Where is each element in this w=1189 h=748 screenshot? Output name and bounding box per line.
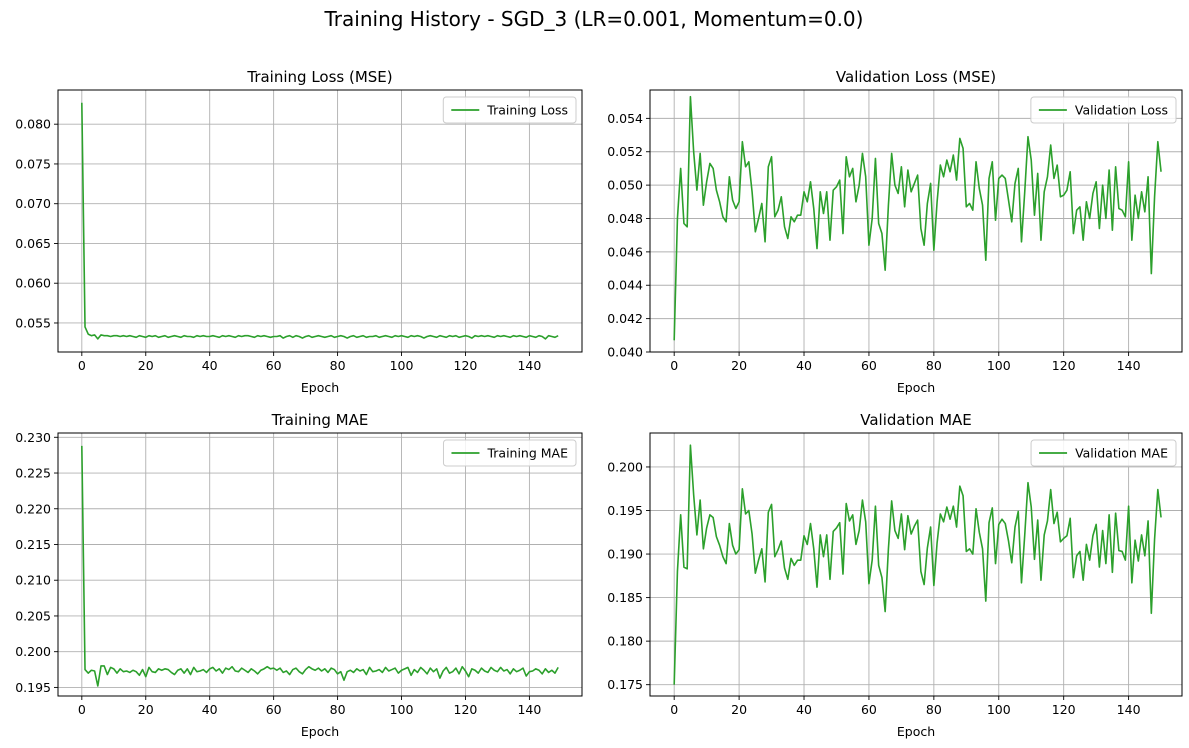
- training-loss-panel: 0 20 40 60 80 100 120 140 0.055 0.060 0.065 0.070 0.…: [15, 68, 583, 395]
- training-mae-legend-box: [442, 439, 577, 467]
- training-loss-xtick-label: 120: [454, 358, 478, 373]
- training-mae-legend: Training MAE: [442, 439, 577, 467]
- training-mae-series-line: [81, 445, 559, 687]
- validation-mae-xtick-label: 0: [670, 702, 678, 717]
- training-loss-series-line: [81, 102, 559, 340]
- validation-mae-ytick-label: 0.190: [607, 547, 643, 562]
- training-loss-ytick-label: 0.060: [15, 276, 51, 291]
- training-loss-legend-label: Training Loss: [486, 103, 568, 118]
- training-mae-ytick-label: 0.200: [15, 644, 51, 659]
- validation-mae-xtick-label: 40: [796, 702, 812, 717]
- validation-loss-ytick-label: 0.042: [607, 311, 643, 326]
- training-mae-panel: 0 20 40 60 80 100 120 140 0.195 0.200 0.205 0.210 0.…: [15, 411, 583, 739]
- training-mae-xtick-label: 140: [517, 702, 541, 717]
- validation-loss-xtick-label: 100: [987, 358, 1011, 373]
- training-mae-ytick-label: 0.195: [15, 680, 51, 695]
- validation-loss-xtick-label: 0: [670, 358, 678, 373]
- validation-mae-ytick-label: 0.200: [607, 459, 643, 474]
- validation-loss-ytick-label: 0.040: [607, 345, 643, 360]
- validation-loss-axes-frame: [649, 89, 1183, 353]
- training-mae-xtick-label: 20: [138, 702, 154, 717]
- validation-mae-title: Validation MAE: [860, 411, 972, 429]
- validation-loss-xlabel: Epoch: [897, 380, 935, 395]
- validation-loss-ytick-label: 0.048: [607, 211, 643, 226]
- training-mae-axes-frame: [57, 432, 583, 697]
- training-mae-xtick-label: 100: [390, 702, 414, 717]
- validation-mae-xtick-label: 80: [926, 702, 942, 717]
- training-loss-legend: Training Loss: [442, 96, 577, 124]
- training-loss-xtick-label: 0: [78, 358, 86, 373]
- validation-loss-title: Validation Loss (MSE): [836, 68, 996, 86]
- validation-loss-xtick-label: 60: [861, 358, 877, 373]
- training-mae-xtick-label: 80: [330, 702, 346, 717]
- training-loss-ytick-label: 0.065: [15, 236, 51, 251]
- training-loss-xlabel: Epoch: [301, 380, 339, 395]
- validation-mae-xtick-label: 120: [1052, 702, 1076, 717]
- training-mae-xtick-label: 40: [202, 702, 218, 717]
- validation-mae-legend-box: [1030, 439, 1177, 467]
- training-loss-title: Training Loss (MSE): [246, 68, 392, 86]
- validation-mae-xlabel: Epoch: [897, 724, 935, 739]
- training-mae-ytick-label: 0.215: [15, 537, 51, 552]
- validation-loss-xtick-label: 120: [1052, 358, 1076, 373]
- validation-mae-legend: Validation MAE: [1030, 439, 1177, 467]
- training-mae-title: Training MAE: [271, 411, 369, 429]
- training-mae-ytick-label: 0.220: [15, 501, 51, 516]
- training-loss-ytick-label: 0.055: [15, 315, 51, 330]
- training-mae-legend-label: Training MAE: [486, 446, 568, 461]
- training-loss-ytick-label: 0.075: [15, 156, 51, 171]
- validation-loss-series-line: [673, 95, 1162, 341]
- validation-loss-ytick-label: 0.050: [607, 178, 643, 193]
- validation-loss-xtick-label: 80: [926, 358, 942, 373]
- validation-mae-legend-label: Validation MAE: [1075, 446, 1168, 461]
- validation-loss-ytick-label: 0.054: [607, 111, 643, 126]
- training-loss-xtick-label: 140: [517, 358, 541, 373]
- training-loss-xtick-label: 60: [266, 358, 282, 373]
- validation-mae-ytick-label: 0.175: [607, 677, 643, 692]
- training-mae-xtick-label: 60: [266, 702, 282, 717]
- training-mae-ytick-label: 0.225: [15, 466, 51, 481]
- training-loss-ytick-label: 0.080: [15, 117, 51, 132]
- validation-loss-legend-label: Validation Loss: [1075, 103, 1168, 118]
- validation-loss-ytick-label: 0.044: [607, 278, 643, 293]
- validation-loss-xtick-label: 20: [731, 358, 747, 373]
- validation-mae-series-line: [673, 444, 1162, 685]
- validation-loss-legend-box: [1030, 96, 1177, 124]
- training-mae-ytick-label: 0.205: [15, 608, 51, 623]
- validation-mae-axes-frame: [649, 432, 1183, 697]
- training-loss-axes-frame: [57, 89, 583, 353]
- training-mae-xtick-label: 0: [78, 702, 86, 717]
- validation-mae-panel: 0 20 40 60 80 100 120 140 0.175 0.180 0.185 0.190 0.…: [607, 411, 1183, 739]
- validation-mae-ytick-label: 0.180: [607, 634, 643, 649]
- validation-loss-ytick-label: 0.052: [607, 144, 643, 159]
- figure-title: Training History - SGD_3 (LR=0.001, Mome…: [324, 7, 864, 31]
- training-loss-xtick-label: 80: [330, 358, 346, 373]
- training-loss-xtick-label: 20: [138, 358, 154, 373]
- validation-mae-ytick-label: 0.185: [607, 590, 643, 605]
- validation-mae-ytick-label: 0.195: [607, 503, 643, 518]
- validation-loss-ytick-label: 0.046: [607, 244, 643, 259]
- validation-loss-legend: Validation Loss: [1030, 96, 1177, 124]
- training-loss-xtick-label: 100: [390, 358, 414, 373]
- training-mae-xtick-label: 120: [454, 702, 478, 717]
- validation-loss-panel: 0 20 40 60 80 100 120 140 0.040 0.042 0.044 0.046 0.…: [607, 68, 1183, 395]
- validation-mae-xtick-label: 140: [1117, 702, 1141, 717]
- validation-loss-xtick-label: 140: [1117, 358, 1141, 373]
- training-mae-ytick-label: 0.230: [15, 430, 51, 445]
- training-loss-xtick-label: 40: [202, 358, 218, 373]
- training-mae-ytick-label: 0.210: [15, 573, 51, 588]
- validation-loss-xtick-label: 40: [796, 358, 812, 373]
- validation-mae-xtick-label: 60: [861, 702, 877, 717]
- validation-mae-xtick-label: 100: [987, 702, 1011, 717]
- training-loss-ytick-label: 0.070: [15, 196, 51, 211]
- training-mae-xlabel: Epoch: [301, 724, 339, 739]
- validation-mae-xtick-label: 20: [731, 702, 747, 717]
- training-loss-legend-box: [442, 96, 577, 124]
